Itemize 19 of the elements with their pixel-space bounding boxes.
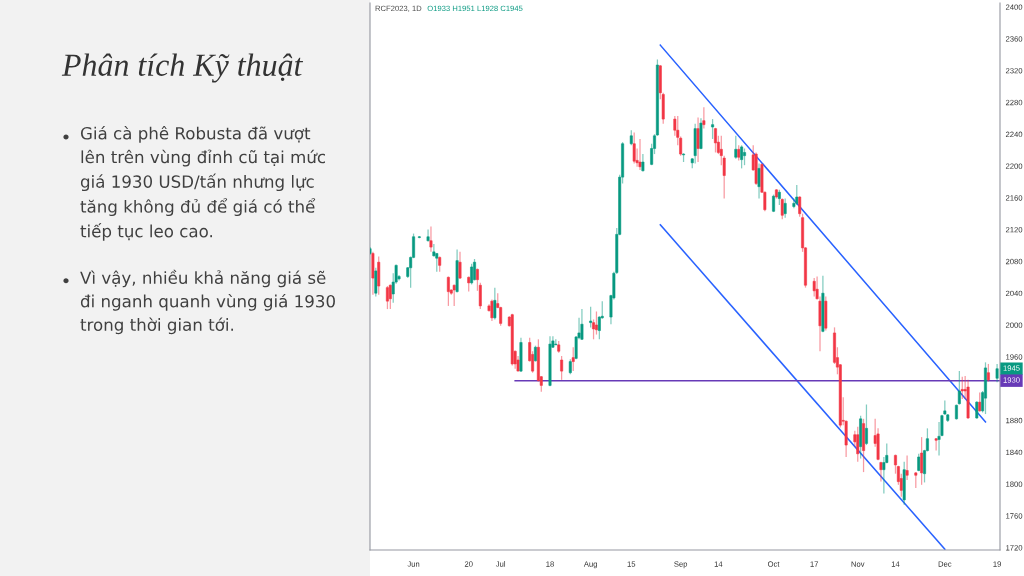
candlestick: [592, 318, 595, 340]
text: Phân tích Kỹ thuật: [61, 53, 304, 83]
candlestick: [432, 243, 436, 258]
candlestick: [743, 147, 746, 166]
candlestick: [595, 310, 598, 336]
candlestick: [775, 188, 778, 200]
text: Vì vậy, nhiều khả năng giá sẽ đi nganh quanh vùng giá 1930 trong thời gian tới.: [80, 269, 335, 335]
candlestick: [894, 453, 897, 475]
candlestick: [473, 258, 476, 282]
candlestick: [934, 437, 938, 452]
candlestick: [534, 345, 537, 363]
candlestick: [955, 403, 958, 421]
candlestick: [711, 118, 715, 140]
candlestick: [426, 228, 430, 243]
candlestick: [772, 193, 775, 213]
text: Giá cà phê Robusta đã vượt lên trên vùng đỉnh cũ tại mức giá 1930 USD/tấn nhưng lực tăng không đủ để giá có thể tiếp tục leo cao.: [80, 126, 325, 241]
candlestick: [682, 152, 685, 163]
candlestick: [475, 267, 479, 292]
candlestick: [865, 403, 868, 446]
